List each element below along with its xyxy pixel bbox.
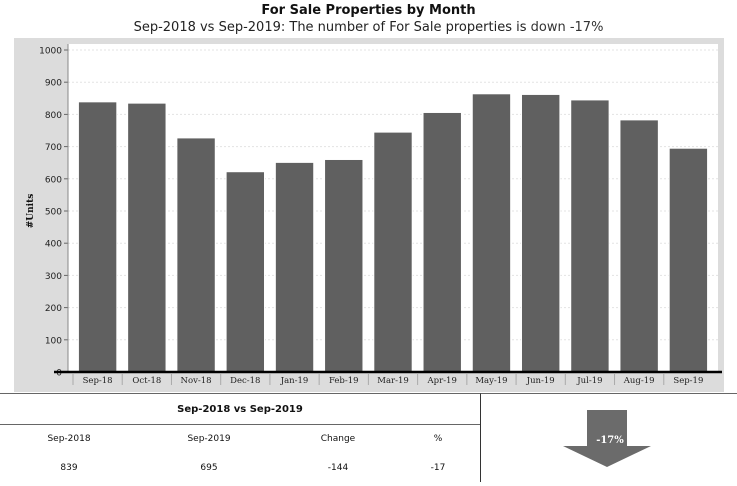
y-tick-label: 800 xyxy=(45,111,62,121)
chart-title: For Sale Properties by Month xyxy=(261,3,476,18)
bar xyxy=(225,171,266,373)
y-tick-label: 300 xyxy=(45,272,62,282)
x-tick-label: Dec-18 xyxy=(230,376,260,386)
value-cell-sep-2018: 839 xyxy=(60,463,78,473)
value-cell-percent: -17 xyxy=(430,463,446,473)
bar xyxy=(274,161,315,373)
x-tick-label: Jul-19 xyxy=(576,376,602,386)
y-tick-label: 600 xyxy=(45,175,62,185)
bar-chart: 0 100 200 300 400 500 600 700 800 900 1000 #Units Se… xyxy=(14,38,724,392)
value-cell-sep-2019: 695 xyxy=(200,463,218,473)
bar xyxy=(77,101,118,373)
comparison-title: Sep-2018 vs Sep-2019 xyxy=(177,404,303,415)
y-axis-label: #Units xyxy=(26,194,36,229)
y-tick-label: 200 xyxy=(45,304,62,314)
y-tick-label: 500 xyxy=(45,208,62,218)
y-tick-label: 0 xyxy=(56,369,62,379)
y-tick-label: 1000 xyxy=(39,47,62,57)
x-tick-label: Jun-19 xyxy=(526,376,555,386)
x-tick-label: Feb-19 xyxy=(329,376,359,386)
y-tick-label: 400 xyxy=(45,240,62,250)
bar xyxy=(471,93,512,373)
header-cell-sep-2018: Sep-2018 xyxy=(47,434,91,444)
subtitle-change: down -17% xyxy=(530,20,604,35)
x-tick-label: Oct-18 xyxy=(132,376,161,386)
x-tick-label: Jan-19 xyxy=(280,376,309,386)
x-tick-label: Mar-19 xyxy=(377,376,409,386)
bar xyxy=(324,158,364,373)
bar xyxy=(176,137,216,373)
bar xyxy=(373,131,413,373)
table-divider xyxy=(0,424,480,425)
change-indicator: -17% xyxy=(481,393,737,482)
bar xyxy=(422,111,462,373)
x-tick-label: Nov-18 xyxy=(181,376,212,386)
subtitle-text: Sep-2018 vs Sep-2019: The number of For … xyxy=(133,20,531,35)
chart-subtitle: Sep-2018 vs Sep-2019: The number of For … xyxy=(0,20,737,35)
header-cell-change: Change xyxy=(320,434,356,444)
bar xyxy=(668,147,709,373)
y-tick-label: 100 xyxy=(45,336,62,346)
indicator-label: -17% xyxy=(596,435,624,446)
x-tick-label: Sep-18 xyxy=(83,376,113,386)
x-tick-label: Aug-19 xyxy=(623,376,655,386)
x-tick-label: Sep-19 xyxy=(673,376,703,386)
arrow-shape xyxy=(563,410,651,467)
down-arrow-icon: -17% xyxy=(563,410,651,467)
value-cell-change: -144 xyxy=(327,463,349,473)
comparison-table: Sep-2018 vs Sep-2019 Sep-2018 Sep-2019 C… xyxy=(0,393,481,482)
header-cell-percent: % xyxy=(433,434,443,444)
bar xyxy=(619,119,659,373)
bar xyxy=(570,99,610,373)
bar xyxy=(520,93,561,373)
x-tick-label: May-19 xyxy=(475,376,507,386)
y-tick-label: 900 xyxy=(45,79,62,89)
comparison-panel: Sep-2018 vs Sep-2019 Sep-2018 Sep-2019 C… xyxy=(0,393,737,482)
y-tick-label: 700 xyxy=(45,143,62,153)
bar xyxy=(127,102,167,373)
x-tick-label: Apr-19 xyxy=(427,376,457,386)
header-cell-sep-2019: Sep-2019 xyxy=(187,434,231,444)
